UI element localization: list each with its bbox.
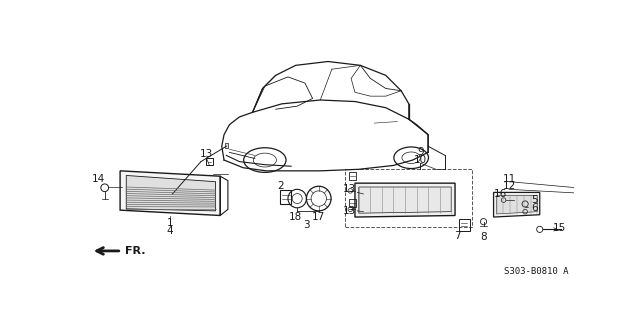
Text: 5: 5	[531, 195, 538, 205]
Text: 13: 13	[343, 184, 356, 194]
Text: 10: 10	[414, 155, 427, 165]
Text: 4: 4	[167, 226, 173, 236]
Polygon shape	[120, 171, 220, 215]
Text: FR.: FR.	[125, 246, 145, 256]
Text: 11: 11	[502, 173, 516, 184]
Polygon shape	[225, 143, 228, 148]
Text: 18: 18	[289, 212, 302, 222]
Polygon shape	[355, 183, 455, 217]
Polygon shape	[493, 192, 540, 217]
Text: 16: 16	[494, 189, 507, 199]
Text: S303-B0810 A: S303-B0810 A	[504, 267, 568, 276]
Text: 15: 15	[552, 223, 566, 233]
Text: 12: 12	[502, 181, 516, 191]
Text: 13: 13	[200, 149, 213, 159]
Text: 3: 3	[303, 220, 310, 230]
Polygon shape	[497, 196, 538, 214]
Polygon shape	[126, 175, 216, 211]
Text: 9: 9	[417, 147, 424, 157]
Text: 6: 6	[531, 203, 538, 213]
Text: 7: 7	[454, 231, 461, 241]
Text: 1: 1	[167, 218, 173, 228]
Text: 8: 8	[480, 232, 487, 242]
Text: 13: 13	[343, 206, 356, 216]
Text: 17: 17	[312, 212, 325, 222]
Text: 2: 2	[277, 181, 284, 191]
Text: 14: 14	[92, 173, 105, 184]
Polygon shape	[359, 187, 451, 213]
